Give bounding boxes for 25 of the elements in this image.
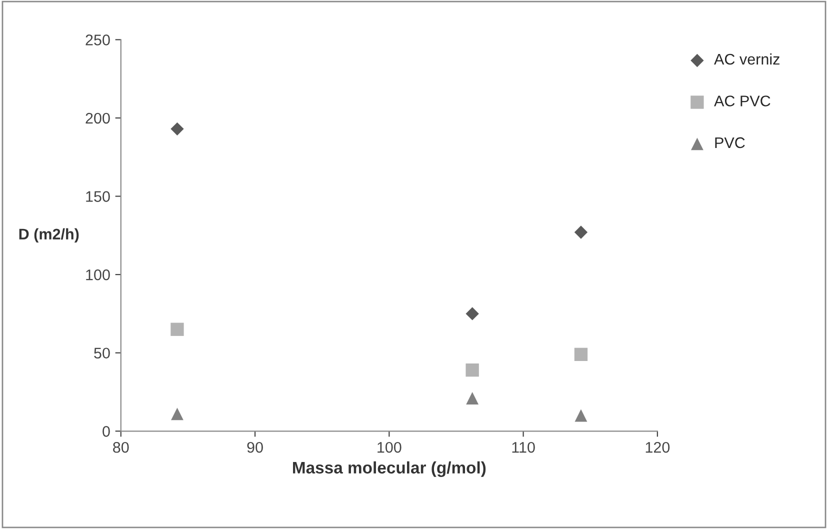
- point: [574, 348, 588, 361]
- y-axis-title: D (m2/h): [19, 228, 79, 243]
- x-tick-label: 100: [378, 442, 402, 453]
- point: [574, 226, 588, 239]
- legend-label: PVC: [715, 137, 745, 148]
- x-tick-label: 120: [646, 442, 670, 453]
- y-tick-label: 150: [86, 191, 110, 202]
- y-tick-label: 50: [94, 348, 110, 359]
- x-tick-label: 110: [512, 442, 535, 453]
- point: [574, 409, 588, 422]
- point: [466, 307, 479, 320]
- point: [170, 322, 184, 336]
- point: [170, 122, 184, 136]
- point: [171, 408, 184, 420]
- y-tick-label: 250: [86, 34, 110, 46]
- x-tick-label: 90: [247, 442, 263, 453]
- legend-label: AC PVC: [714, 96, 770, 106]
- x-axis-title: Massa molecular (g/mol): [293, 461, 486, 477]
- y-tick-label: 200: [86, 112, 110, 124]
- y-tick-label: 100: [86, 269, 110, 280]
- x-tick-label: 80: [113, 442, 129, 453]
- point: [466, 363, 479, 377]
- point: [466, 392, 479, 404]
- legend-label: AC verniz: [714, 53, 780, 65]
- y-tick-label: 0: [102, 426, 110, 437]
